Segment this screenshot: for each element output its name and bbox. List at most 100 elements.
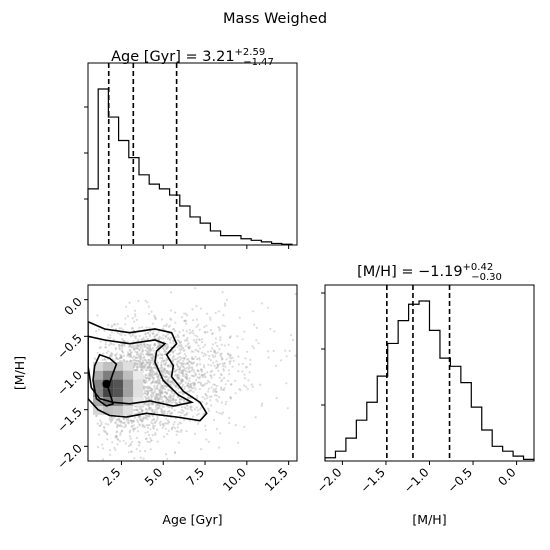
scatter-point bbox=[149, 370, 152, 373]
scatter-point bbox=[95, 414, 98, 418]
scatter-point bbox=[214, 387, 218, 390]
scatter-point bbox=[110, 325, 113, 328]
scatter-point bbox=[139, 346, 143, 349]
scatter-point bbox=[188, 347, 191, 350]
scatter-point bbox=[195, 305, 198, 308]
scatter-point bbox=[115, 435, 118, 438]
scatter-point bbox=[128, 431, 131, 434]
scatter-point bbox=[144, 299, 147, 302]
scatter-point bbox=[148, 398, 151, 401]
scatter-point bbox=[195, 341, 198, 344]
scatter-point bbox=[151, 373, 154, 376]
scatter-point bbox=[120, 355, 123, 358]
scatter-point bbox=[200, 368, 203, 371]
scatter-point bbox=[128, 301, 131, 304]
scatter-point bbox=[181, 370, 185, 373]
scatter-point bbox=[131, 359, 134, 362]
scatter-point bbox=[148, 366, 152, 369]
scatter-point bbox=[207, 440, 210, 443]
scatter-point bbox=[135, 364, 139, 367]
scatter-point bbox=[202, 376, 205, 379]
scatter-point bbox=[174, 349, 177, 352]
scatter-point bbox=[158, 392, 161, 395]
scatter-point bbox=[119, 356, 123, 359]
scatter-point bbox=[177, 378, 180, 381]
scatter-point bbox=[220, 352, 223, 355]
scatter-point bbox=[161, 359, 164, 362]
density-cell bbox=[103, 362, 114, 371]
scatter-point bbox=[135, 347, 138, 350]
scatter-point bbox=[183, 353, 186, 356]
scatter-point bbox=[151, 332, 154, 335]
scatter-point bbox=[165, 422, 168, 425]
scatter-point bbox=[168, 410, 171, 413]
scatter-point bbox=[183, 406, 186, 409]
scatter-point bbox=[120, 356, 123, 359]
scatter-point bbox=[161, 422, 164, 425]
scatter-ytick-label: −1.5 bbox=[54, 405, 85, 436]
scatter-point bbox=[150, 373, 153, 377]
scatter-point bbox=[183, 386, 186, 389]
scatter-point bbox=[141, 365, 144, 368]
scatter-point bbox=[147, 354, 150, 357]
scatter-point bbox=[138, 449, 142, 453]
scatter-point bbox=[147, 344, 150, 347]
scatter-point bbox=[162, 405, 165, 408]
scatter-point bbox=[234, 379, 237, 382]
scatter-point bbox=[217, 365, 220, 368]
scatter-point bbox=[179, 351, 182, 354]
mh-xtick-label: −2.0 bbox=[314, 465, 345, 496]
scatter-point bbox=[210, 369, 214, 372]
scatter-point bbox=[136, 367, 139, 370]
scatter-point bbox=[150, 421, 153, 424]
scatter-point bbox=[192, 357, 195, 360]
scatter-point bbox=[149, 377, 152, 380]
scatter-point bbox=[159, 356, 162, 360]
scatter-point bbox=[167, 419, 170, 422]
scatter-point bbox=[141, 409, 144, 412]
scatter-point bbox=[129, 354, 132, 357]
scatter-point bbox=[216, 364, 219, 367]
density-cell bbox=[113, 406, 124, 415]
scatter-point bbox=[160, 366, 163, 369]
scatter-point bbox=[170, 336, 173, 339]
scatter-point bbox=[196, 409, 200, 412]
scatter-point bbox=[185, 377, 188, 380]
scatter-point bbox=[155, 372, 158, 375]
scatter-point bbox=[190, 409, 193, 412]
scatter-point bbox=[213, 349, 216, 352]
scatter-point bbox=[148, 363, 151, 366]
scatter-point bbox=[169, 309, 172, 312]
scatter-point bbox=[221, 362, 224, 365]
scatter-point bbox=[170, 406, 173, 409]
scatter-point bbox=[123, 344, 126, 347]
scatter-point bbox=[110, 418, 113, 421]
scatter-point bbox=[148, 389, 151, 392]
scatter-point bbox=[200, 448, 203, 451]
scatter-point bbox=[146, 362, 149, 365]
scatter-point bbox=[201, 396, 204, 399]
scatter-point bbox=[122, 439, 125, 442]
scatter-point bbox=[148, 441, 151, 444]
scatter-point bbox=[204, 424, 207, 427]
scatter-point bbox=[118, 418, 121, 421]
scatter-point bbox=[133, 359, 136, 362]
scatter-point bbox=[231, 356, 234, 359]
scatter-point bbox=[127, 419, 130, 423]
scatter-point bbox=[117, 417, 120, 420]
scatter-point bbox=[172, 328, 176, 331]
scatter-point bbox=[228, 356, 231, 359]
scatter-point bbox=[161, 387, 164, 391]
scatter-point bbox=[102, 425, 105, 429]
scatter-point bbox=[149, 403, 152, 406]
scatter-point bbox=[157, 375, 160, 378]
scatter-point bbox=[193, 383, 196, 387]
scatter-point bbox=[178, 400, 181, 404]
scatter-point bbox=[219, 432, 222, 435]
scatter-point bbox=[141, 365, 144, 368]
scatter-point bbox=[113, 359, 116, 362]
scatter-point bbox=[142, 365, 145, 368]
scatter-point bbox=[120, 360, 123, 363]
scatter-point bbox=[180, 378, 184, 381]
scatter-point bbox=[249, 358, 252, 361]
